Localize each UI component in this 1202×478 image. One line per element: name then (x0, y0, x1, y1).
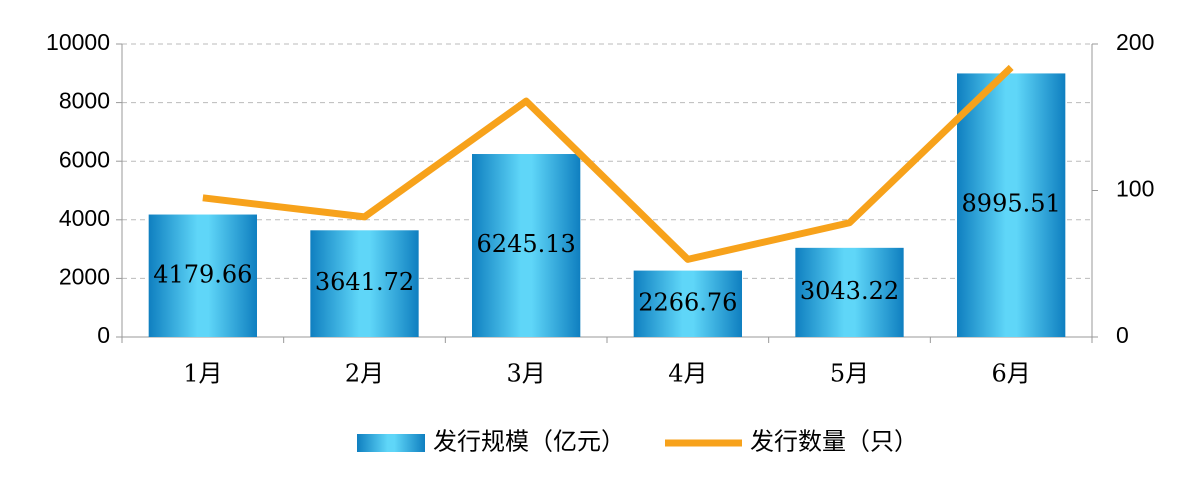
y-tick-label: 6000 (59, 146, 110, 172)
y-tick-label: 4000 (59, 205, 110, 231)
bar (148, 214, 257, 337)
x-tick-label: 2月 (345, 360, 384, 388)
x-tick-label: 3月 (507, 360, 546, 388)
x-tick-label: 5月 (830, 360, 869, 388)
legend-label: 发行规模（亿元） (433, 428, 625, 456)
data-label: 8995.51 (962, 190, 1061, 218)
y-tick-label: 0 (97, 322, 110, 348)
bar (633, 270, 742, 337)
x-tick-label: 4月 (668, 360, 707, 388)
y2-tick-label: 200 (1116, 29, 1154, 55)
data-label: 3641.72 (315, 268, 414, 296)
bar (795, 247, 904, 337)
y-tick-label: 10000 (46, 29, 110, 55)
x-tick-label: 6月 (992, 360, 1031, 388)
data-label: 2266.76 (638, 288, 737, 316)
data-label: 6245.13 (477, 230, 576, 258)
legend-swatch (357, 434, 425, 452)
y2-tick-label: 0 (1116, 322, 1129, 348)
x-tick-label: 1月 (183, 360, 222, 388)
legend-label: 发行数量（只） (750, 428, 918, 456)
y2-tick-label: 100 (1116, 176, 1154, 202)
y-tick-label: 2000 (59, 263, 110, 289)
y-tick-label: 8000 (59, 88, 110, 114)
line (202, 64, 1014, 263)
bar (957, 73, 1066, 338)
bar (472, 154, 581, 337)
bar (310, 230, 419, 337)
data-label: 3043.22 (800, 277, 899, 305)
data-label: 4179.66 (153, 260, 252, 288)
